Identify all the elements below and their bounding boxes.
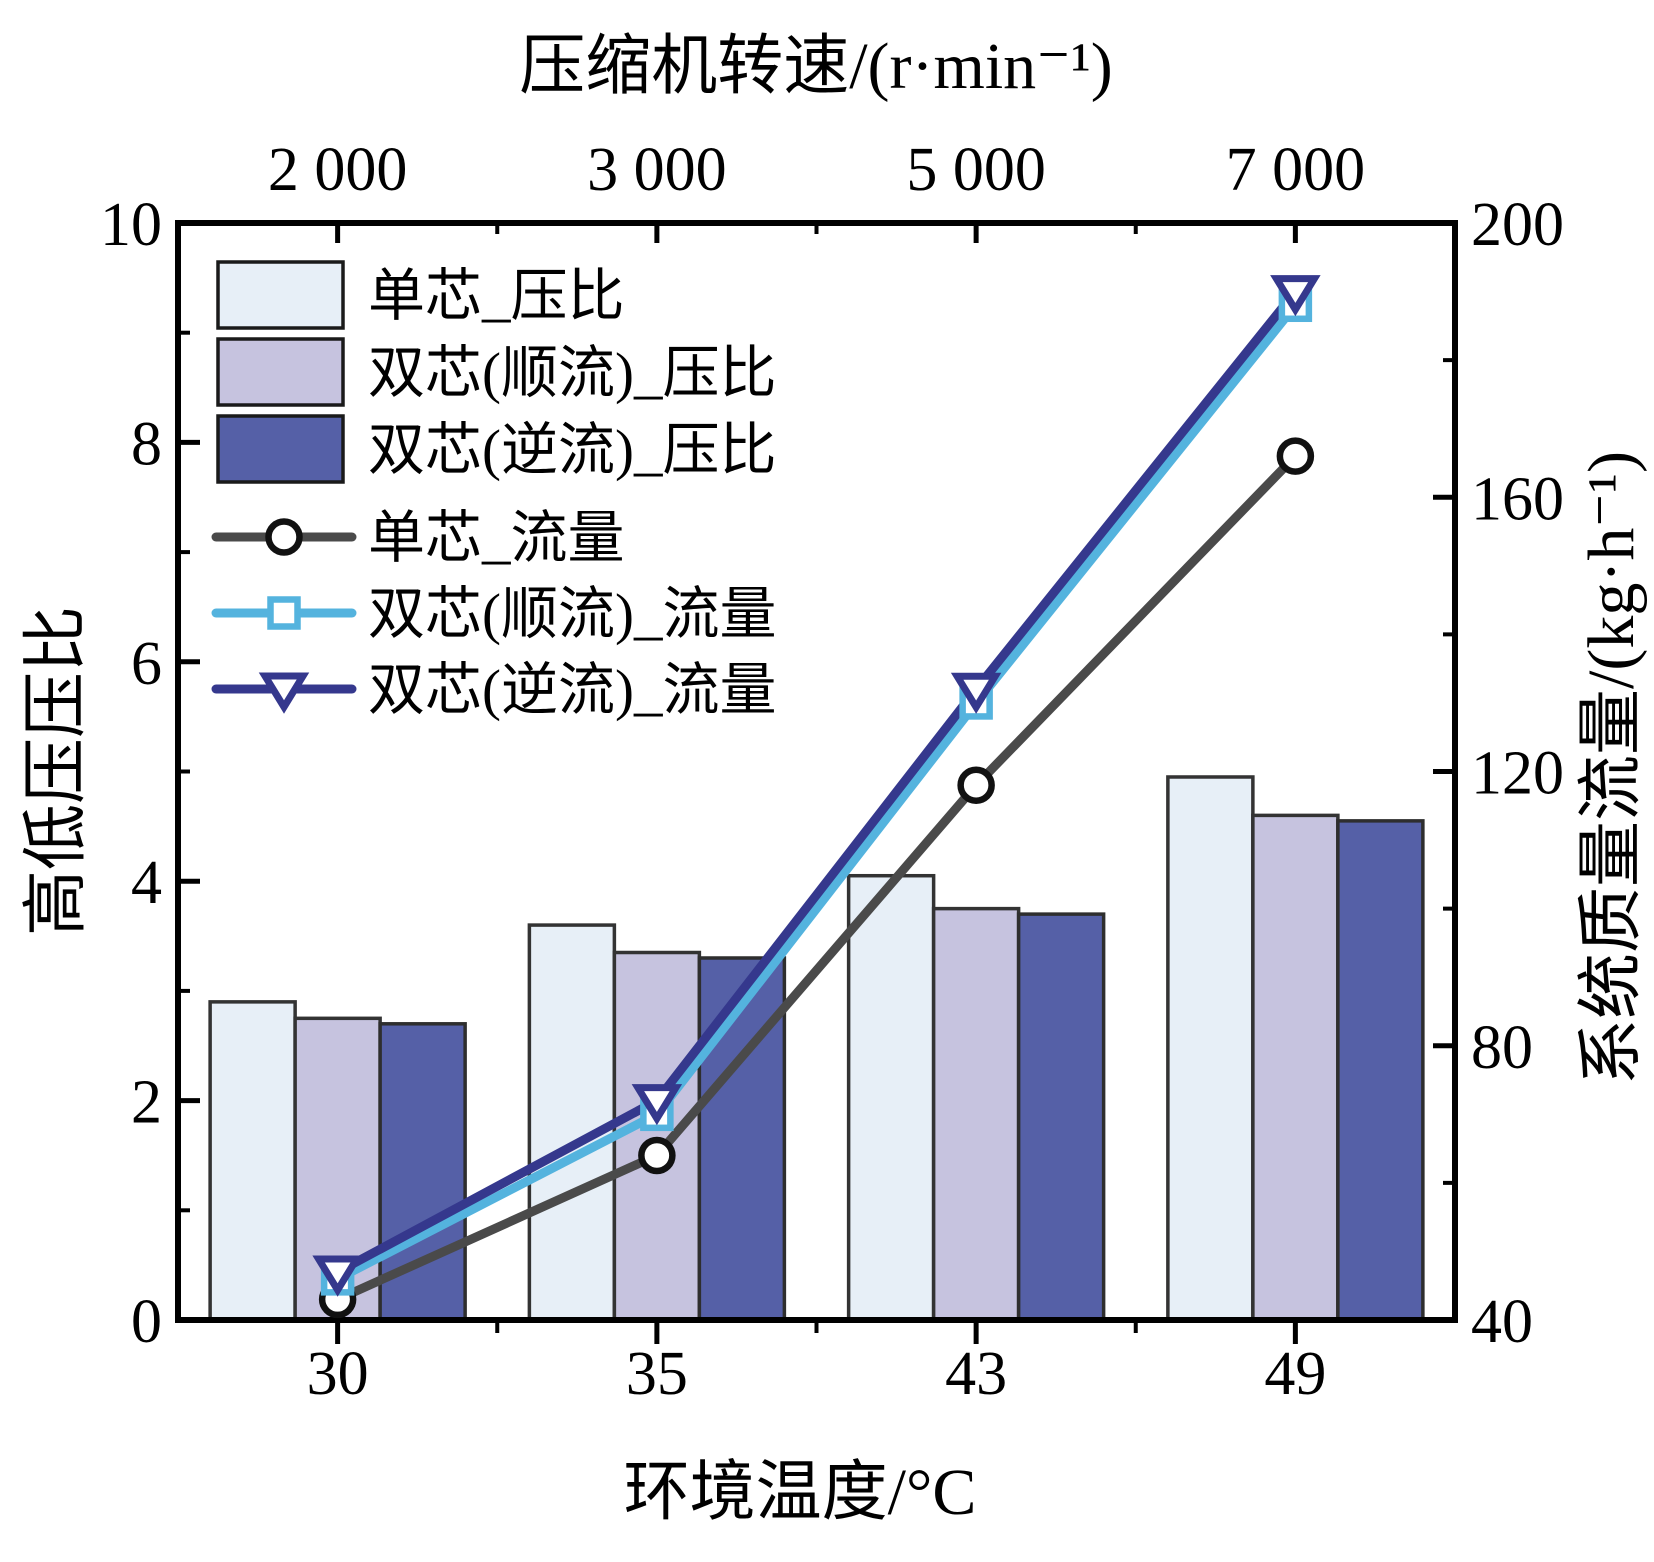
bar-双芯(逆流)_压比 bbox=[1016, 912, 1106, 1322]
legend-双芯(逆流)_流量-triangle-down-marker bbox=[258, 672, 310, 714]
legend-label-单芯_压比: 单芯_压比 bbox=[368, 265, 625, 328]
legend-label-单芯_流量: 单芯_流量 bbox=[368, 507, 625, 570]
legend-双芯(顺流)_流量-square-marker bbox=[267, 596, 301, 630]
bar-双芯(逆流)_压比 bbox=[1336, 819, 1425, 1322]
legend-label-双芯(逆流)_压比: 双芯(逆流)_压比 bbox=[368, 419, 776, 482]
top-tick-label: 5 000 bbox=[906, 136, 1046, 204]
left-tick-label: 6 bbox=[131, 630, 162, 698]
bar-单芯_压比 bbox=[1166, 775, 1255, 1322]
bar-单芯_压比 bbox=[208, 1000, 297, 1322]
双芯(逆流)_流量-triangle-down-marker bbox=[950, 672, 1002, 714]
bar-双芯(顺流)_压比 bbox=[612, 950, 702, 1322]
bar-双芯(顺流)_压比 bbox=[1251, 813, 1340, 1322]
双芯(逆流)_流量-triangle-down-marker bbox=[631, 1084, 683, 1126]
legend-swatch-双芯(顺流)_压比 bbox=[216, 337, 345, 407]
right-tick-label: 80 bbox=[1471, 1014, 1533, 1082]
legend-label-双芯(顺流)_流量: 双芯(顺流)_流量 bbox=[368, 583, 776, 646]
left-tick-label: 0 bbox=[131, 1288, 162, 1356]
bottom-tick-label: 43 bbox=[945, 1340, 1007, 1408]
legend-swatch-双芯(逆流)_压比 bbox=[216, 414, 345, 484]
双芯(逆流)_流量-triangle-down-marker bbox=[1270, 275, 1321, 317]
right-tick-label: 120 bbox=[1471, 740, 1564, 808]
bottom-tick-label: 30 bbox=[307, 1340, 369, 1408]
bar-双芯(逆流)_压比 bbox=[697, 956, 787, 1322]
top-tick-label: 2 000 bbox=[268, 136, 408, 204]
legend-label-双芯(顺流)_压比: 双芯(顺流)_压比 bbox=[368, 342, 776, 405]
line-双芯(顺流)_流量 bbox=[333, 300, 1300, 1284]
legend-label-双芯(逆流)_流量: 双芯(逆流)_流量 bbox=[368, 659, 776, 722]
bottom-tick-label: 35 bbox=[626, 1340, 688, 1408]
right-tick-label: 160 bbox=[1471, 465, 1564, 533]
top-tick-label: 7 000 bbox=[1226, 136, 1366, 204]
left-tick-label: 2 bbox=[131, 1069, 162, 1137]
单芯_流量-circle-marker bbox=[638, 1136, 676, 1175]
bar-单芯_压比 bbox=[846, 873, 936, 1322]
left-tick-label: 10 bbox=[100, 191, 162, 259]
right-tick-label: 200 bbox=[1471, 191, 1564, 259]
legend-swatch-单芯_压比 bbox=[216, 260, 345, 330]
bottom-axis-title: 环境温度/°C bbox=[623, 1456, 977, 1529]
双芯(逆流)_流量-triangle-down-marker bbox=[312, 1255, 363, 1297]
单芯_流量-circle-marker bbox=[957, 766, 995, 804]
legend-单芯_流量-circle-marker bbox=[265, 518, 303, 556]
right-tick-label: 40 bbox=[1471, 1288, 1533, 1356]
bar-单芯_压比 bbox=[527, 923, 617, 1322]
right-axis-title: 系统质量流量/(kg·h⁻¹) bbox=[1575, 451, 1648, 1085]
left-tick-label: 8 bbox=[131, 410, 162, 478]
left-axis-title: 高低压压比 bbox=[20, 606, 93, 936]
bar-双芯(顺流)_压比 bbox=[931, 906, 1021, 1322]
top-tick-label: 3 000 bbox=[587, 136, 727, 204]
单芯_流量-circle-marker bbox=[1276, 437, 1315, 475]
bottom-tick-label: 49 bbox=[1264, 1340, 1326, 1408]
line-单芯_流量 bbox=[333, 451, 1300, 1304]
top-axis-title: 压缩机转速/(r·min⁻¹) bbox=[519, 30, 1113, 103]
line-双芯(逆流)_流量 bbox=[333, 287, 1300, 1277]
left-tick-label: 4 bbox=[131, 849, 162, 917]
